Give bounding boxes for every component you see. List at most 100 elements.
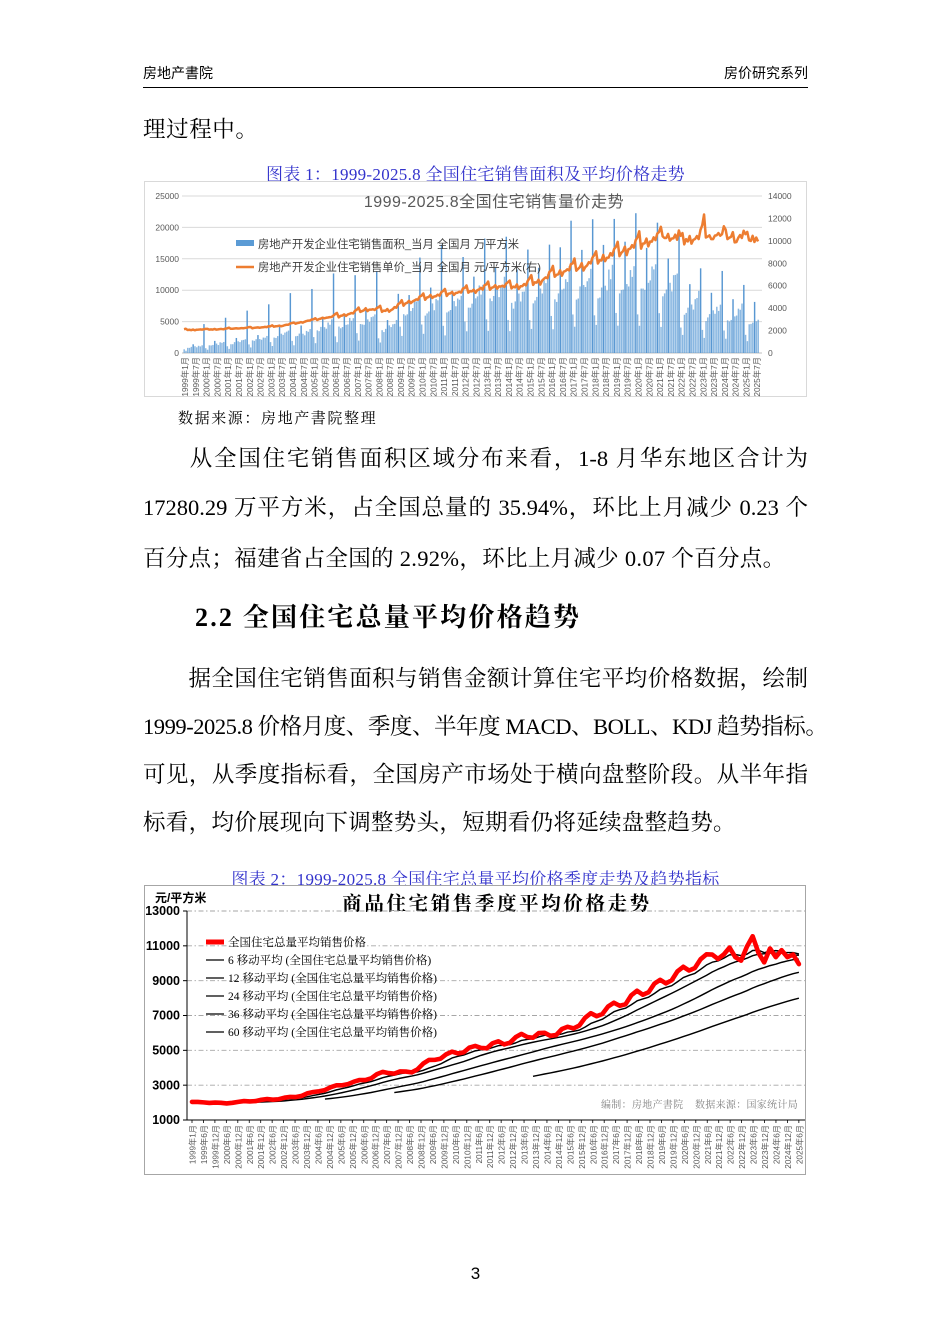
svg-text:0: 0 xyxy=(174,348,179,358)
svg-text:2011年1月: 2011年1月 xyxy=(439,357,449,396)
svg-text:5000: 5000 xyxy=(152,1044,180,1058)
svg-text:20000: 20000 xyxy=(155,222,179,232)
svg-text:2002年12月: 2002年12月 xyxy=(279,1125,289,1169)
svg-text:房地产开发企业住宅销售面积_当月 全国月 万平方米: 房地产开发企业住宅销售面积_当月 全国月 万平方米 xyxy=(258,237,519,251)
svg-text:12 移动平均 (全国住宅总量平均销售价格): 12 移动平均 (全国住宅总量平均销售价格) xyxy=(228,971,437,985)
svg-text:2025年1月: 2025年1月 xyxy=(741,357,751,397)
svg-text:2023年7月: 2023年7月 xyxy=(709,357,719,397)
svg-text:2018年7月: 2018年7月 xyxy=(601,357,611,397)
svg-text:全国住宅总量平均销售价格: 全国住宅总量平均销售价格 xyxy=(228,935,366,949)
svg-text:2011年6月: 2011年6月 xyxy=(474,1125,484,1164)
svg-text:2010年6月: 2010年6月 xyxy=(451,1125,461,1164)
svg-text:5000: 5000 xyxy=(160,317,179,327)
svg-text:1999年7月: 1999年7月 xyxy=(191,357,201,397)
svg-text:2000: 2000 xyxy=(768,326,787,336)
svg-text:2001年12月: 2001年12月 xyxy=(256,1125,266,1169)
svg-text:2000年12月: 2000年12月 xyxy=(233,1125,243,1169)
svg-text:4000: 4000 xyxy=(768,303,787,313)
svg-text:2005年12月: 2005年12月 xyxy=(348,1125,358,1169)
svg-text:2008年1月: 2008年1月 xyxy=(374,357,384,397)
svg-text:1999年1月: 1999年1月 xyxy=(188,1125,198,1164)
svg-text:2024年6月: 2024年6月 xyxy=(771,1125,781,1164)
svg-text:2016年12月: 2016年12月 xyxy=(600,1125,610,1169)
svg-text:8000: 8000 xyxy=(768,258,787,268)
svg-text:2001年6月: 2001年6月 xyxy=(245,1125,255,1164)
svg-text:2020年6月: 2020年6月 xyxy=(680,1125,690,1164)
svg-text:2012年7月: 2012年7月 xyxy=(472,357,482,397)
svg-text:7000: 7000 xyxy=(152,1009,180,1023)
svg-text:2020年12月: 2020年12月 xyxy=(691,1125,701,1169)
svg-text:2007年6月: 2007年6月 xyxy=(382,1125,392,1164)
svg-text:2012年1月: 2012年1月 xyxy=(461,357,471,397)
svg-text:2022年6月: 2022年6月 xyxy=(726,1125,736,1164)
svg-text:2012年12月: 2012年12月 xyxy=(508,1125,518,1169)
svg-text:2004年12月: 2004年12月 xyxy=(325,1125,335,1169)
svg-text:2013年1月: 2013年1月 xyxy=(482,357,492,397)
svg-text:2008年12月: 2008年12月 xyxy=(417,1125,427,1169)
svg-text:1999-2025.8全国住宅销售量价走势: 1999-2025.8全国住宅销售量价走势 xyxy=(364,193,624,211)
svg-text:2009年7月: 2009年7月 xyxy=(407,357,417,397)
svg-text:2024年1月: 2024年1月 xyxy=(720,357,730,397)
svg-text:2005年6月: 2005年6月 xyxy=(336,1125,346,1164)
svg-text:1999年1月: 1999年1月 xyxy=(180,357,190,397)
svg-text:2017年6月: 2017年6月 xyxy=(611,1125,621,1164)
svg-text:2003年7月: 2003年7月 xyxy=(277,357,287,397)
svg-text:2014年12月: 2014年12月 xyxy=(554,1125,564,1169)
svg-text:13000: 13000 xyxy=(145,904,180,918)
svg-text:2003年6月: 2003年6月 xyxy=(291,1125,301,1164)
svg-text:1999年12月: 1999年12月 xyxy=(210,1125,220,1169)
svg-text:1000: 1000 xyxy=(152,1113,180,1127)
svg-text:数据来源：国家统计局: 数据来源：国家统计局 xyxy=(695,1098,798,1111)
svg-text:2007年1月: 2007年1月 xyxy=(353,357,363,397)
svg-text:2003年12月: 2003年12月 xyxy=(302,1125,312,1169)
svg-text:2017年12月: 2017年12月 xyxy=(623,1125,633,1169)
svg-text:2015年12月: 2015年12月 xyxy=(577,1125,587,1169)
svg-text:2002年6月: 2002年6月 xyxy=(268,1125,278,1164)
svg-text:2007年7月: 2007年7月 xyxy=(364,357,374,397)
svg-text:2002年7月: 2002年7月 xyxy=(256,357,266,397)
svg-text:2006年12月: 2006年12月 xyxy=(371,1125,381,1169)
svg-text:2023年12月: 2023年12月 xyxy=(760,1125,770,1169)
svg-text:2022年7月: 2022年7月 xyxy=(687,357,697,397)
svg-text:2014年7月: 2014年7月 xyxy=(515,357,525,397)
svg-text:2003年1月: 2003年1月 xyxy=(266,357,276,397)
svg-text:2006年1月: 2006年1月 xyxy=(331,357,341,397)
svg-text:2017年7月: 2017年7月 xyxy=(579,357,589,397)
svg-text:2024年7月: 2024年7月 xyxy=(731,357,741,397)
svg-text:元/平方米: 元/平方米 xyxy=(155,890,206,905)
svg-text:15000: 15000 xyxy=(155,254,179,264)
svg-text:2004年7月: 2004年7月 xyxy=(299,357,309,397)
svg-text:2025年7月: 2025年7月 xyxy=(752,357,762,397)
svg-text:编制：房地产書院: 编制：房地产書院 xyxy=(601,1098,683,1111)
svg-text:2000年7月: 2000年7月 xyxy=(212,357,222,397)
svg-text:2011年12月: 2011年12月 xyxy=(485,1125,495,1168)
svg-text:3000: 3000 xyxy=(152,1078,180,1092)
svg-text:6000: 6000 xyxy=(768,281,787,291)
svg-text:2023年6月: 2023年6月 xyxy=(749,1125,759,1164)
svg-text:9000: 9000 xyxy=(152,974,180,988)
svg-text:0: 0 xyxy=(768,348,773,358)
svg-text:2018年12月: 2018年12月 xyxy=(646,1125,656,1169)
svg-text:2023年1月: 2023年1月 xyxy=(698,357,708,397)
svg-text:2018年1月: 2018年1月 xyxy=(590,357,600,397)
svg-text:2000年1月: 2000年1月 xyxy=(202,357,212,397)
svg-text:2012年6月: 2012年6月 xyxy=(497,1125,507,1164)
svg-text:2021年1月: 2021年1月 xyxy=(655,357,665,397)
svg-text:2015年7月: 2015年7月 xyxy=(536,357,546,397)
svg-text:2001年7月: 2001年7月 xyxy=(234,357,244,397)
svg-text:2016年7月: 2016年7月 xyxy=(558,357,568,397)
svg-text:2011年7月: 2011年7月 xyxy=(450,357,460,396)
svg-text:2016年6月: 2016年6月 xyxy=(588,1125,598,1164)
svg-text:25000: 25000 xyxy=(155,191,179,201)
svg-text:2004年6月: 2004年6月 xyxy=(313,1125,323,1164)
svg-text:2024年12月: 2024年12月 xyxy=(783,1125,793,1169)
svg-text:2014年6月: 2014年6月 xyxy=(542,1125,552,1164)
svg-text:12000: 12000 xyxy=(768,213,792,223)
svg-text:60 移动平均 (全国住宅总量平均销售价格): 60 移动平均 (全国住宅总量平均销售价格) xyxy=(228,1025,437,1039)
svg-text:2008年6月: 2008年6月 xyxy=(405,1125,415,1164)
svg-text:2015年1月: 2015年1月 xyxy=(526,357,536,397)
svg-text:2010年1月: 2010年1月 xyxy=(418,357,428,397)
svg-text:2014年1月: 2014年1月 xyxy=(504,357,514,397)
svg-text:2005年7月: 2005年7月 xyxy=(320,357,330,397)
svg-text:2019年12月: 2019年12月 xyxy=(668,1125,678,1169)
